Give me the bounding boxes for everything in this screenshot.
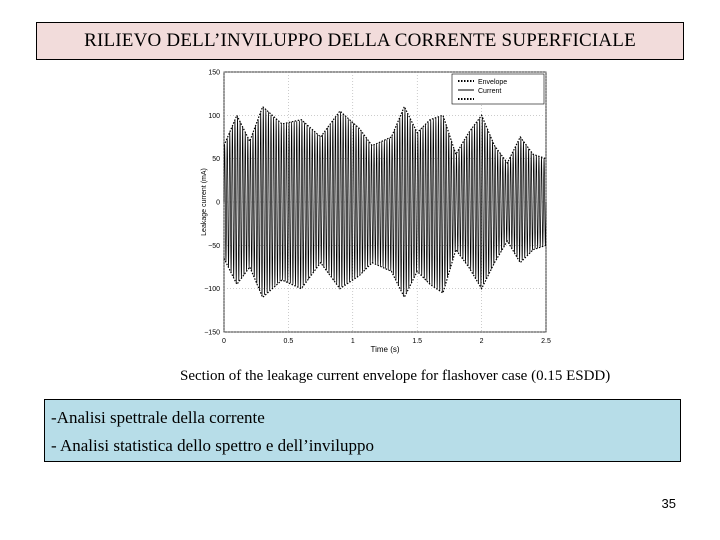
bullet-item: -Analisi spettrale della corrente: [51, 408, 265, 427]
y-tick-label: −50: [208, 243, 220, 250]
slide-title: RILIEVO DELL’INVILUPPO DELLA CORRENTE SU…: [36, 22, 684, 60]
figure-caption: Section of the leakage current envelope …: [180, 368, 611, 384]
y-tick-label: −150: [204, 330, 220, 337]
legend-envelope-label: Envelope: [478, 79, 507, 86]
legend: Envelope Current: [451, 73, 545, 105]
x-tick-label: 2: [480, 338, 484, 345]
y-tick-label: 150: [208, 70, 220, 77]
x-tick-label: 2.5: [541, 338, 551, 345]
leakage-current-chart: 0 0.5 1 1.5 2 2.5 150 100 50 0 −50 −100 −150 Time (s…: [180, 62, 640, 398]
y-tick-label: 50: [212, 156, 220, 163]
legend-current-label: Current: [478, 88, 501, 95]
x-tick-label: 0: [222, 338, 226, 345]
chart-svg: 0 0.5 1 1.5 2 2.5 150 100 50 0 −50 −100 −150 Time (s…: [201, 70, 551, 355]
x-tick-label: 0.5: [284, 338, 294, 345]
x-tick-label: 1: [351, 338, 355, 345]
current-series: [223, 107, 547, 296]
current-line: [223, 107, 547, 296]
y-tick-label: −100: [204, 286, 220, 293]
x-tick-label: 1.5: [412, 338, 422, 345]
y-tick-label: 100: [208, 113, 220, 120]
x-axis-label: Time (s): [370, 345, 399, 354]
bullet-item: - Analisi statistica dello spettro e del…: [51, 436, 374, 455]
y-axis-label: Leakage current (mA): [201, 168, 208, 236]
y-tick-label: 0: [216, 200, 220, 207]
axis-ticks: 0 0.5 1 1.5 2 2.5 150 100 50 0 −50 −100 −150: [204, 70, 551, 346]
bullet-box: -Analisi spettrale della corrente - Anal…: [44, 399, 681, 462]
page-number: 35: [661, 496, 676, 511]
